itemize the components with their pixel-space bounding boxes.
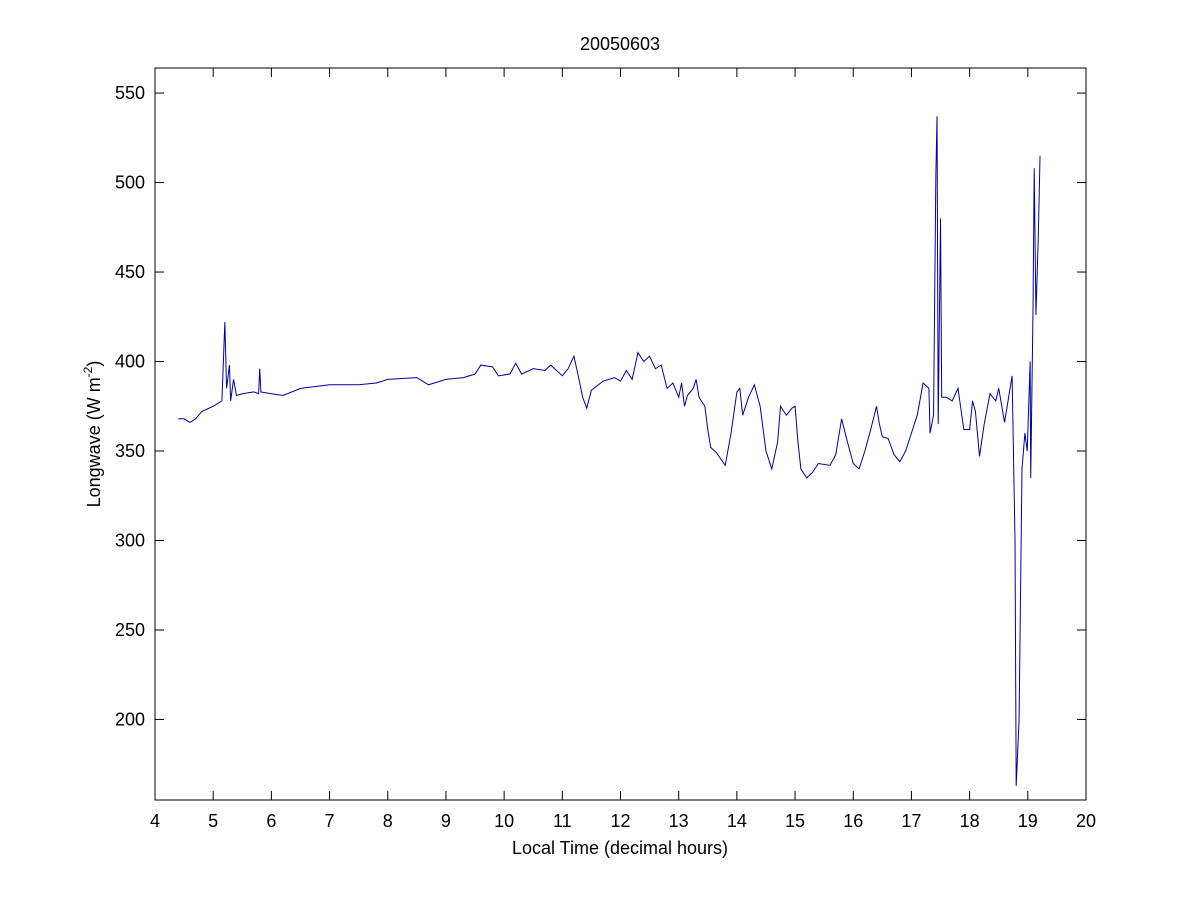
y-tick-label: 200 — [115, 709, 145, 729]
x-tick-label: 11 — [553, 811, 572, 831]
x-tick-label: 17 — [901, 811, 921, 831]
y-tick-label: 300 — [115, 530, 145, 550]
y-axis-label: Longwave (W m-2) — [81, 361, 104, 508]
x-tick-label: 9 — [441, 811, 451, 831]
x-tick-label: 14 — [727, 811, 747, 831]
x-tick-label: 10 — [494, 811, 514, 831]
x-tick-label: 8 — [383, 811, 393, 831]
x-tick-label: 19 — [1018, 811, 1038, 831]
y-label-superscript: -2 — [81, 366, 95, 377]
x-tick-label: 6 — [266, 811, 276, 831]
x-tick-label: 18 — [960, 811, 980, 831]
y-tick-label: 500 — [115, 173, 145, 193]
y-tick-label: 450 — [115, 262, 145, 282]
data-line — [178, 116, 1041, 786]
x-tick-label: 16 — [843, 811, 863, 831]
x-tick-label: 7 — [325, 811, 335, 831]
y-label-text: Longwave (W m — [84, 377, 104, 507]
x-tick-label: 13 — [669, 811, 689, 831]
x-tick-label: 20 — [1076, 811, 1096, 831]
x-tick-label: 5 — [208, 811, 218, 831]
y-label-suffix: ) — [84, 361, 104, 367]
y-tick-label: 400 — [115, 352, 145, 372]
x-axis-label: Local Time (decimal hours) — [512, 838, 728, 858]
y-tick-label: 550 — [115, 83, 145, 103]
x-tick-label: 4 — [150, 811, 160, 831]
y-tick-label: 350 — [115, 441, 145, 461]
chart-title: 20050603 — [580, 34, 660, 54]
y-tick-label: 250 — [115, 620, 145, 640]
x-tick-label: 12 — [610, 811, 630, 831]
x-tick-label: 15 — [785, 811, 805, 831]
